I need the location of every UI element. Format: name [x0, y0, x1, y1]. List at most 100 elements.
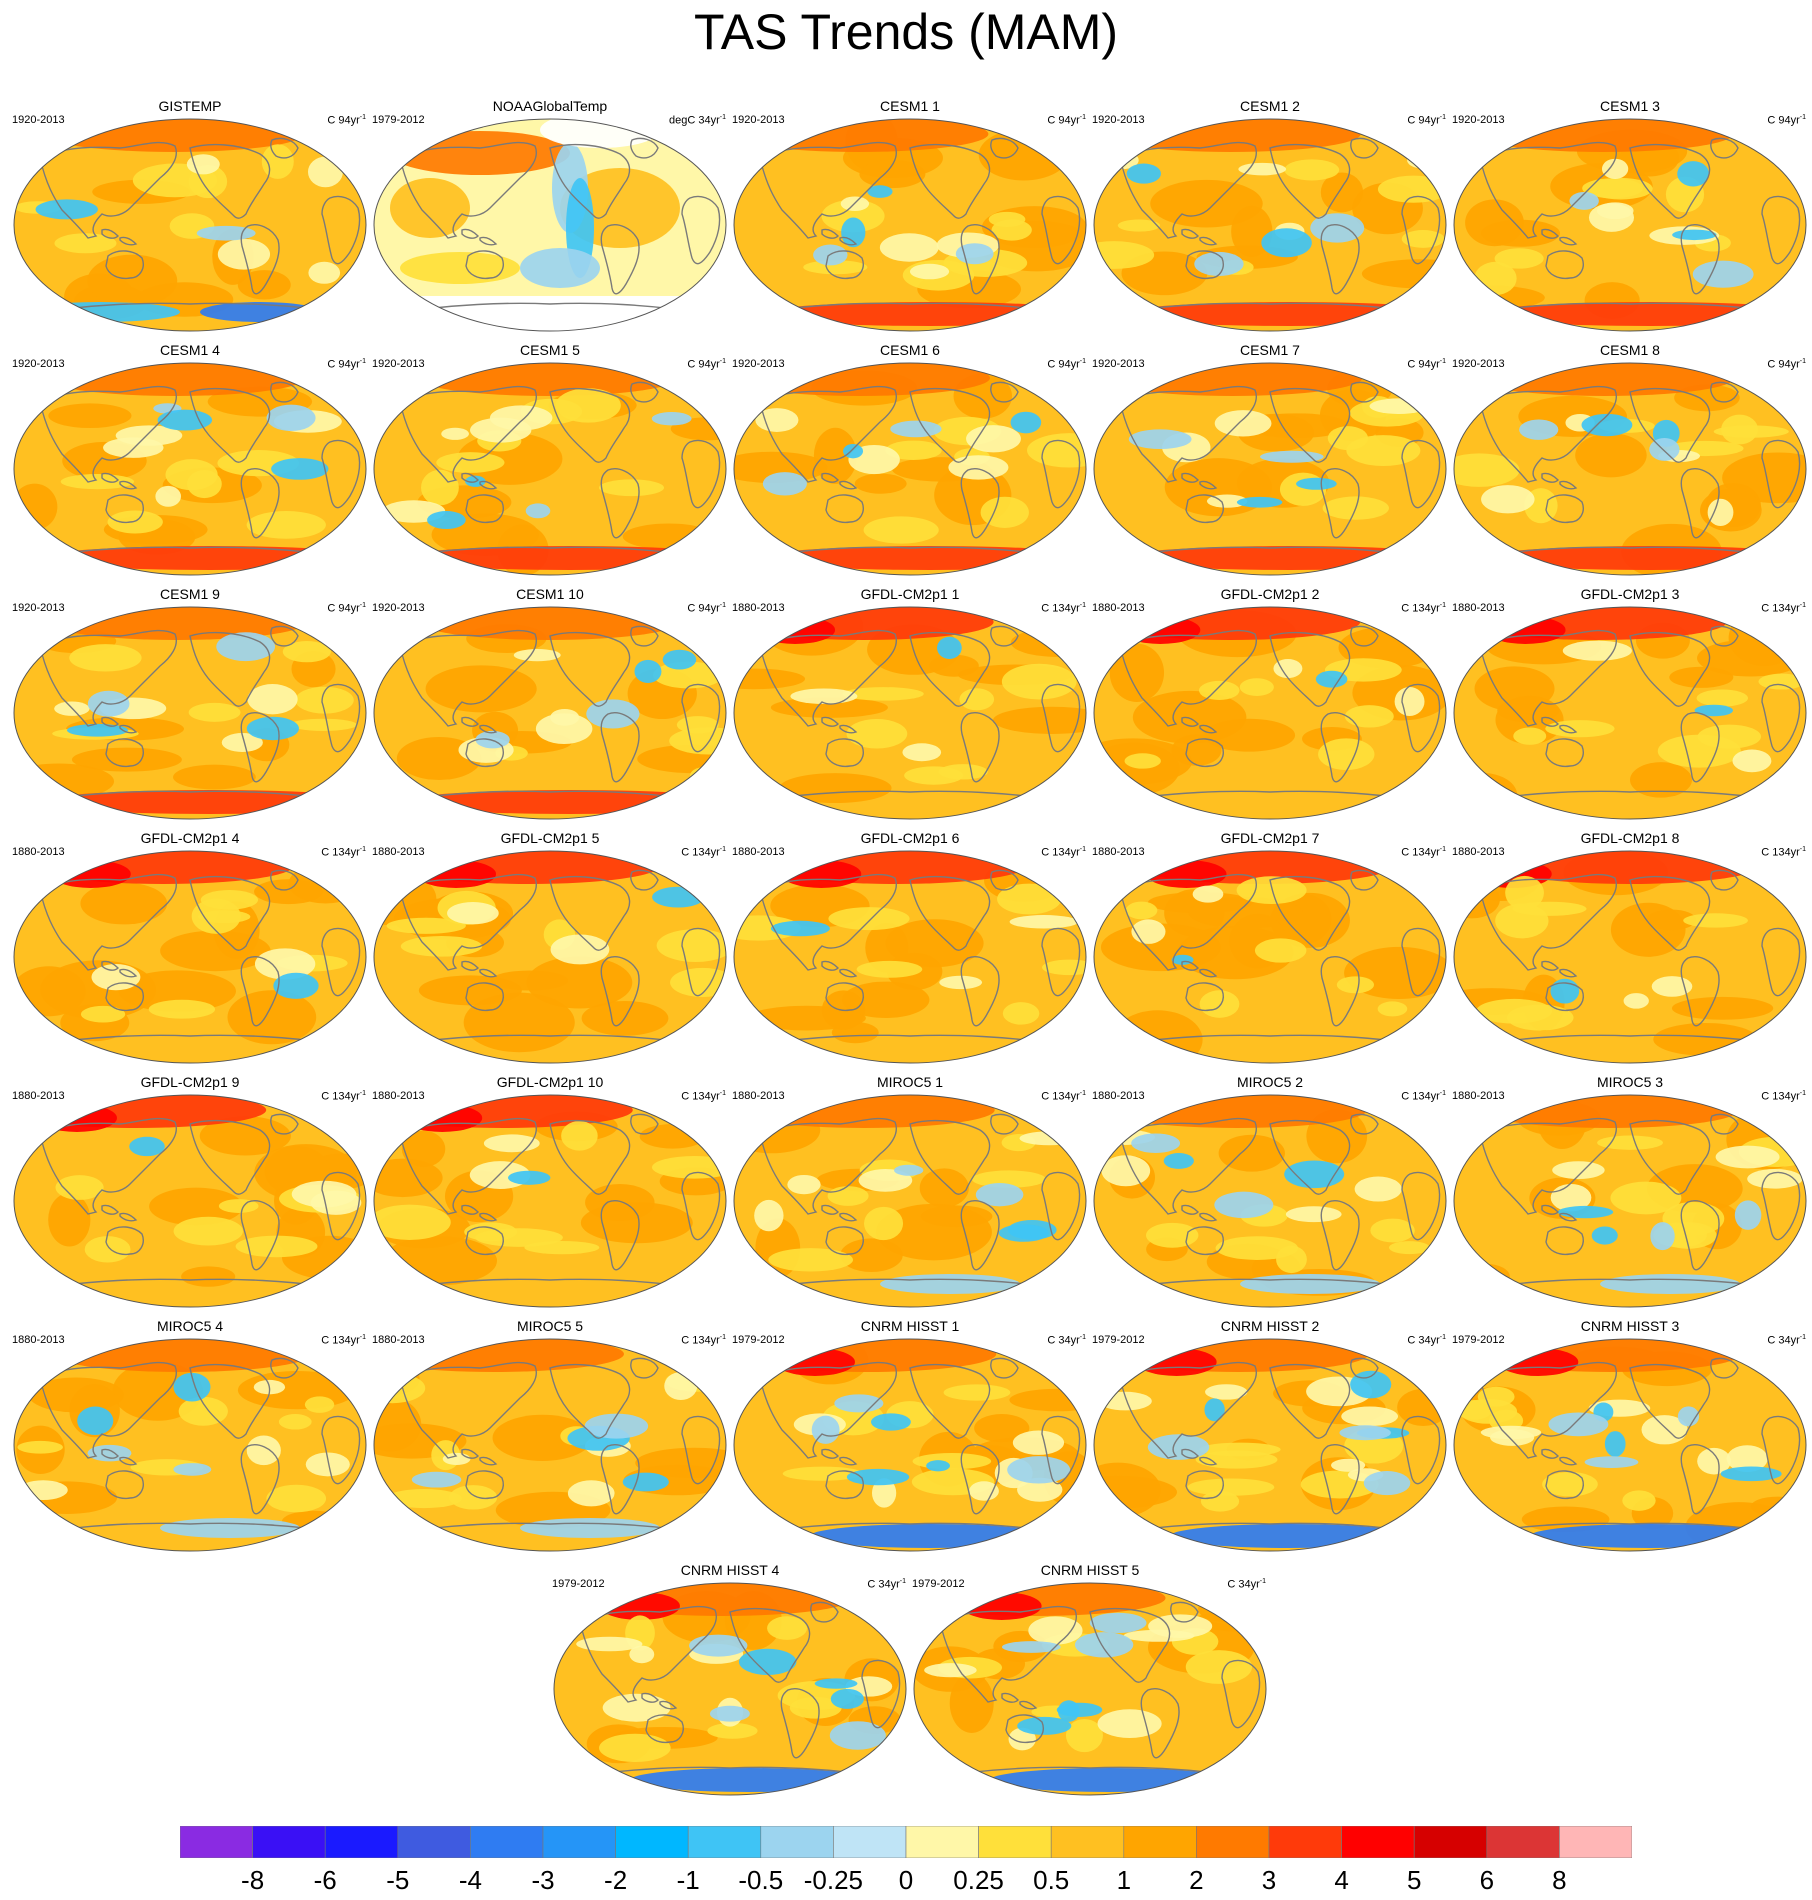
warm-region [585, 1183, 655, 1222]
colorbar-swatch [180, 1826, 253, 1858]
panel-title: CNRM HISST 1 [860, 1318, 960, 1334]
coastline [821, 228, 839, 239]
mild-region [1623, 993, 1649, 1009]
panel-title: MIROC5 4 [156, 1318, 224, 1334]
cool-region [1734, 1200, 1762, 1230]
cool-region [841, 217, 866, 248]
trend-map [1093, 850, 1447, 1064]
coastline [1761, 195, 1801, 265]
colorbar [180, 1826, 1632, 1858]
coastline [1545, 250, 1584, 280]
coastline [759, 385, 897, 483]
mild-region [904, 766, 964, 785]
coastline [749, 1034, 1071, 1047]
trend-map [373, 118, 727, 332]
coastline [1629, 1363, 1711, 1439]
mild-region [524, 1240, 600, 1255]
mild-region [400, 935, 483, 957]
coastline [105, 738, 144, 768]
mild-region [1747, 1168, 1803, 1189]
mild-region [1198, 680, 1240, 700]
mild-region [1651, 976, 1693, 997]
coastline [1761, 927, 1801, 997]
panel-units: C 34yr-1 [1767, 1334, 1806, 1347]
map-panel: GFDL-CM2p1 3 1880-2013 C 134yr-1 [1450, 586, 1810, 820]
coastline [1181, 1204, 1199, 1215]
trend-map [373, 850, 727, 1064]
coastline [960, 468, 1000, 539]
mild-region [943, 1384, 1011, 1401]
cool-region [890, 420, 942, 438]
coastline [1710, 381, 1739, 403]
trend-map [733, 1338, 1087, 1552]
coastline [990, 1113, 1019, 1135]
cool-region [652, 886, 705, 908]
panel-period: 1979-2012 [372, 114, 425, 126]
colorbar-swatch [978, 1826, 1052, 1858]
coastline [1469, 546, 1791, 559]
mild-region [768, 1248, 854, 1272]
cool-region [1692, 260, 1754, 288]
mild-region [1125, 901, 1158, 920]
cool-region [271, 458, 329, 480]
coastline [1109, 546, 1431, 559]
cool-region [1131, 1133, 1181, 1153]
panel-units: C 134yr-1 [321, 1090, 366, 1103]
coastline [399, 141, 537, 239]
cool-region [738, 1648, 797, 1676]
missing-data [374, 296, 726, 331]
coastline [929, 1766, 1251, 1779]
warm-region [734, 668, 806, 690]
warm-region [14, 483, 58, 531]
coastline [1559, 480, 1578, 490]
cool-region [1010, 411, 1042, 434]
coastline [1559, 236, 1578, 246]
warm-region [639, 1124, 706, 1149]
coastline [1761, 1171, 1801, 1241]
mild-region [789, 1696, 842, 1719]
cool-region [1074, 1632, 1134, 1658]
warm-region [173, 764, 256, 790]
panel-period: 1880-2013 [732, 1090, 785, 1102]
coastline [990, 381, 1019, 403]
mild-region [1552, 1161, 1605, 1180]
panel-period: 1880-2013 [372, 1334, 425, 1346]
mild-region [790, 688, 858, 704]
coastline [270, 1357, 299, 1379]
panel-title: CESM1 8 [1600, 342, 1660, 358]
coastline [569, 1766, 891, 1779]
panel-title: MIROC5 5 [516, 1318, 584, 1334]
map-border [1093, 850, 1447, 1064]
mild-region [550, 934, 610, 965]
cool-region [830, 1688, 864, 1709]
map-border [733, 850, 1087, 1064]
colorbar-swatch [1413, 1826, 1488, 1858]
mild-region [827, 1186, 869, 1206]
coastline [600, 1444, 640, 1515]
trend-map [373, 1094, 727, 1308]
warm-region [885, 919, 984, 968]
coastline [1199, 968, 1218, 978]
cool-region [1548, 1412, 1609, 1437]
mild-region [447, 902, 499, 925]
panel-title: CESM1 4 [160, 342, 220, 358]
coastline [600, 712, 640, 783]
mild-region [997, 883, 1062, 915]
mild-region [1017, 1477, 1063, 1502]
panel-title: CESM1 1 [880, 98, 940, 114]
coastline [630, 1357, 659, 1379]
coastline [630, 625, 659, 647]
panel-period: 1979-2012 [732, 1334, 785, 1346]
coastline [1320, 468, 1360, 539]
cool-region [998, 1224, 1049, 1242]
mild-region [1101, 1155, 1151, 1187]
mild-region [198, 910, 251, 924]
coastline [960, 1444, 1000, 1515]
mild-region [17, 1440, 63, 1454]
panel-title: GISTEMP [158, 98, 222, 114]
coastline [479, 1212, 498, 1222]
warm-region [734, 776, 779, 800]
cool-region [894, 1164, 924, 1176]
coastline [821, 1448, 839, 1459]
colorbar-tick-label: -5 [386, 1865, 410, 1895]
